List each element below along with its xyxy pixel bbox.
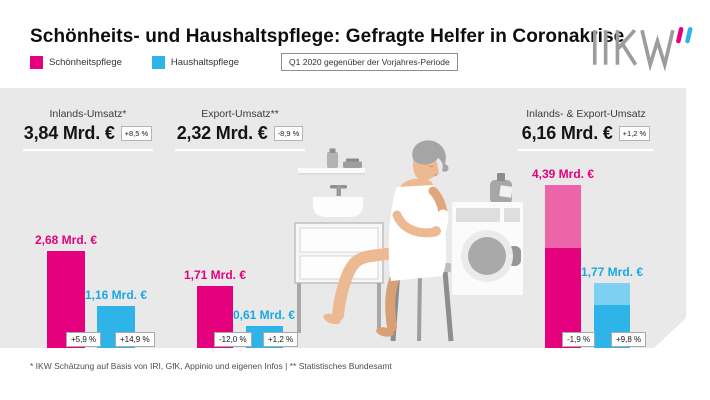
bar-change-badge: +1,2 %: [263, 332, 299, 347]
section-title: Inlands- & Export-Umsatz: [526, 108, 646, 120]
section-total: 6,16 Mrd. €: [521, 123, 613, 143]
schoenheitspflege-color-swatch: [30, 55, 43, 69]
legend-label-haushaltspflege: Haushaltspflege: [170, 56, 240, 68]
bar-value-label: 4,39 Mrd. €: [531, 167, 595, 181]
bar-value-label: 0,61 Mrd. €: [232, 308, 296, 322]
section-inlands-umsatz: Inlands-Umsatz* 3,84 Mrd. € +8,5 %: [23, 108, 153, 151]
logo-pink-tick: [676, 27, 684, 44]
section-title: Export-Umsatz**: [201, 108, 279, 120]
page-title: Schönheits- und Haushaltspflege: Gefragt…: [30, 26, 625, 47]
section-export-umsatz: Export-Umsatz** 2,32 Mrd. € -8,9 %: [175, 108, 305, 151]
bar-value-label: 1,77 Mrd. €: [580, 265, 644, 279]
logo-blue-tick: [685, 27, 693, 44]
woman-in-towel-illustration: [323, 140, 449, 337]
section-title: Inlands-Umsatz*: [49, 108, 127, 120]
haushaltspflege-color-swatch: [151, 55, 165, 69]
bar-segment-export: [594, 283, 630, 305]
bar-value-label: 1,16 Mrd. €: [84, 288, 148, 302]
section-change-badge: -8,9 %: [273, 126, 304, 141]
bar-value-label: 1,71 Mrd. €: [183, 268, 247, 282]
bar-inland-schoenheitspflege: [47, 251, 85, 348]
ikw-logo: [592, 27, 693, 72]
section-change-badge: +8,5 %: [120, 126, 153, 141]
bar-value-label: 2,68 Mrd. €: [34, 233, 98, 247]
chart-panel: Inlands-Umsatz* 3,84 Mrd. € +8,5 % Expor…: [0, 88, 686, 348]
legend-label-schoenheitspflege: Schönheitspflege: [49, 56, 122, 68]
bar-change-badge: -1,9 %: [562, 332, 596, 347]
legend-item-haushaltspflege: Haushaltspflege: [151, 55, 240, 69]
bar-change-badge: +14,9 %: [115, 332, 155, 347]
bar-segment-export: [545, 185, 581, 248]
cosmetic-tube-icon: [327, 152, 338, 168]
hair-icon: [412, 140, 449, 172]
bar-segment-inland: [545, 248, 581, 348]
wall-shelf-illustration: [298, 148, 365, 175]
cosmetic-jar-icon: [346, 158, 359, 162]
legend-item-schoenheitspflege: Schönheitspflege: [30, 55, 122, 69]
section-inlands-export-umsatz: Inlands- & Export-Umsatz 6,16 Mrd. € +1,…: [518, 108, 654, 151]
period-note: Q1 2020 gegenüber der Vorjahres-Periode: [281, 53, 458, 71]
legend: Schönheitspflege Haushaltspflege Q1 2020…: [30, 53, 458, 71]
bar-change-badge: +5,9 %: [66, 332, 102, 347]
bar-total-schoenheitspflege: [545, 185, 581, 348]
bar-change-badge: -12,0 %: [214, 332, 252, 347]
washing-machine-illustration: [452, 173, 523, 295]
source-note: * IKW Schätzung auf Basis von IRI, GfK, …: [30, 361, 392, 371]
section-total: 3,84 Mrd. €: [23, 123, 115, 143]
bar-change-badge: +9,8 %: [611, 332, 647, 347]
section-change-badge: +1,2 %: [618, 126, 651, 141]
bathroom-illustration: [294, 140, 523, 342]
section-total: 2,32 Mrd. €: [176, 123, 268, 143]
sink-basin-icon: [313, 197, 363, 217]
